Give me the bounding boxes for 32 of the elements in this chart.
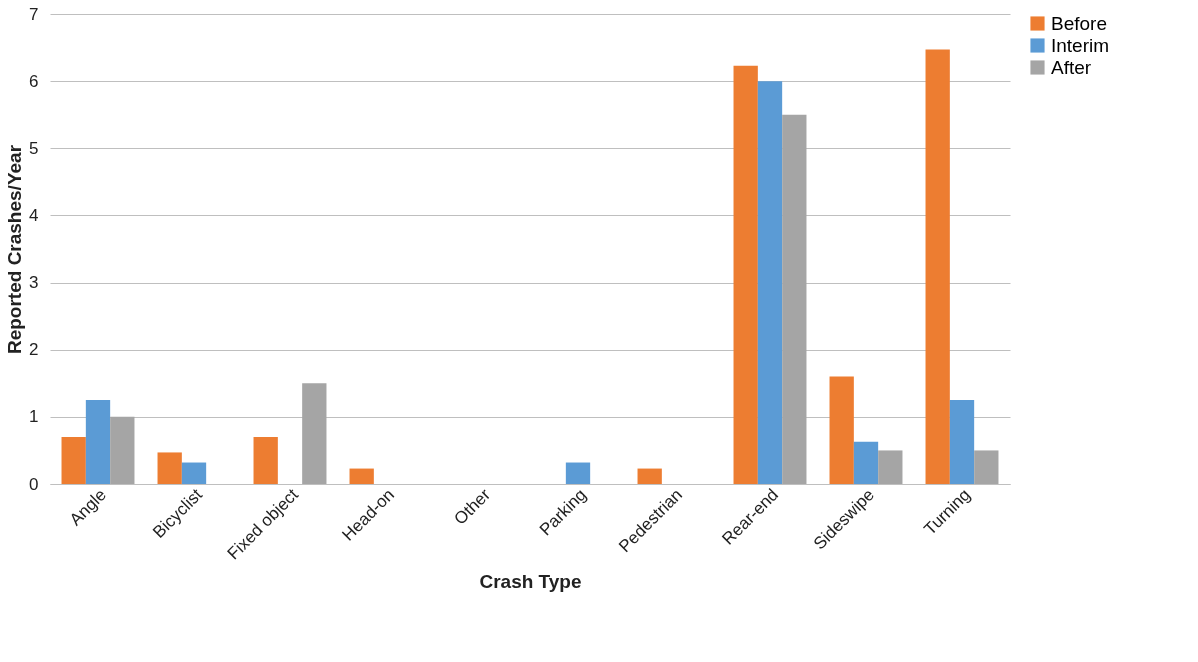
bar <box>733 65 758 484</box>
y-tick-label: 6 <box>29 71 39 91</box>
y-tick-label: 2 <box>29 340 39 360</box>
y-tick-label: 4 <box>29 205 39 225</box>
y-tick-label: 7 <box>29 4 39 24</box>
bar <box>757 81 783 484</box>
bar <box>157 452 182 484</box>
bar <box>878 450 903 484</box>
y-tick-label: 0 <box>29 474 39 494</box>
bar <box>110 416 135 484</box>
bar <box>637 468 662 484</box>
legend-label: After <box>1051 56 1092 78</box>
bar <box>782 114 807 484</box>
bar <box>925 49 950 484</box>
y-tick-label: 1 <box>29 407 39 427</box>
bar <box>565 462 591 484</box>
legend-label: Interim <box>1051 34 1110 56</box>
y-axis-title: Reported Crashes/Year <box>4 144 26 355</box>
y-tick-label: 5 <box>29 138 39 158</box>
bar <box>61 437 86 484</box>
bar <box>949 400 975 484</box>
bar <box>974 450 999 484</box>
legend-label: Before <box>1051 12 1107 34</box>
bar <box>253 437 278 484</box>
bar <box>302 383 327 484</box>
y-tick-label: 3 <box>29 273 39 293</box>
bar <box>349 468 374 484</box>
bar <box>85 400 111 484</box>
bar <box>181 462 207 484</box>
bar <box>829 376 854 484</box>
x-axis-title: Crash Type <box>479 570 582 592</box>
bar <box>853 441 879 484</box>
